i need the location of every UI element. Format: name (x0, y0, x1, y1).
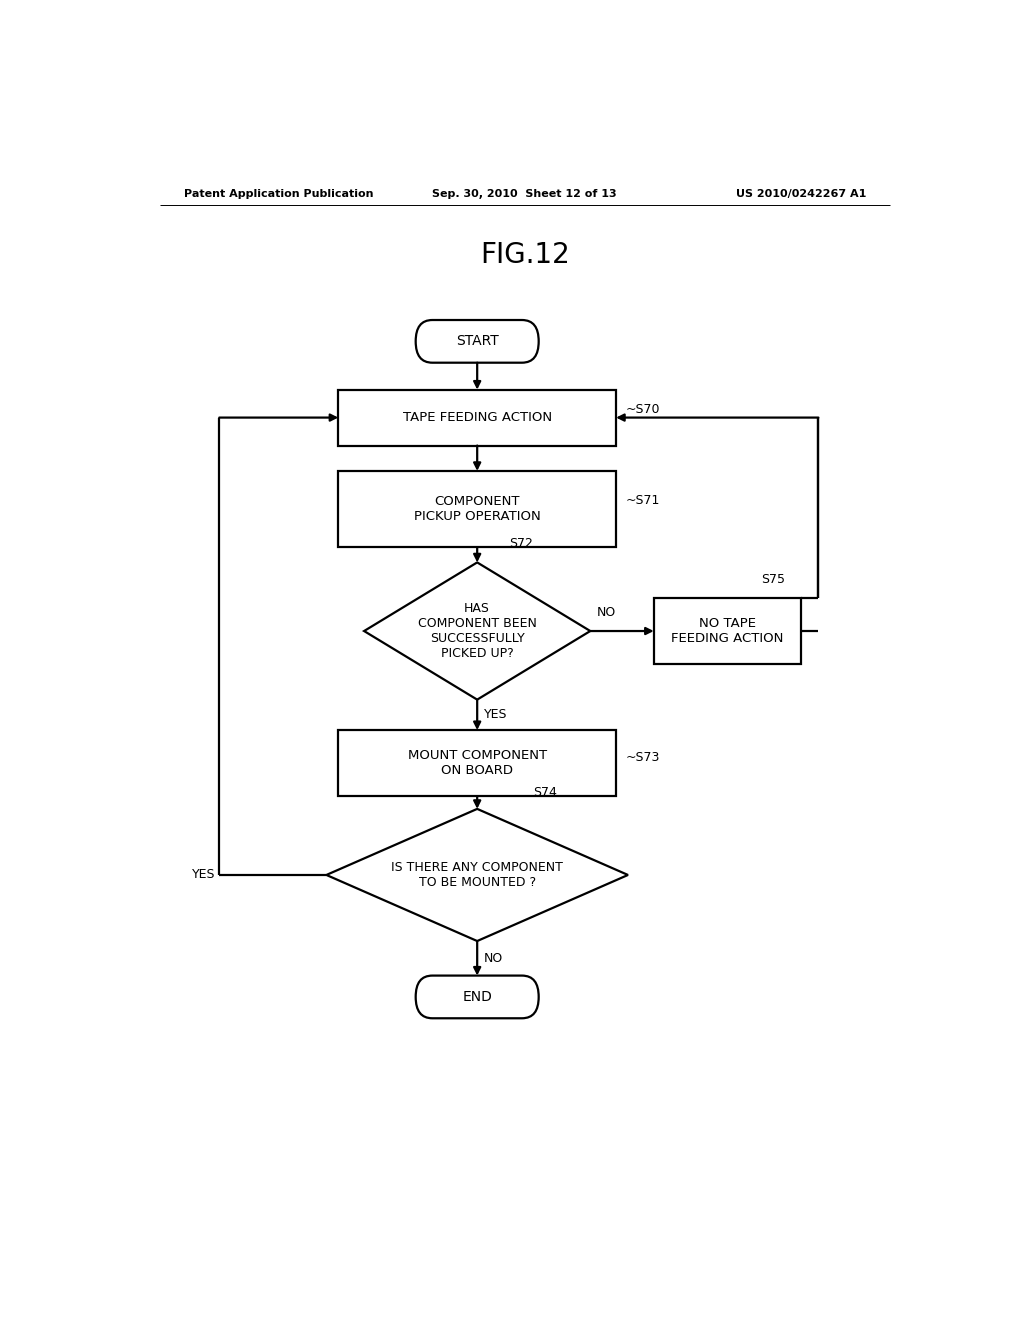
Text: MOUNT COMPONENT
ON BOARD: MOUNT COMPONENT ON BOARD (408, 750, 547, 777)
Text: Patent Application Publication: Patent Application Publication (183, 189, 373, 199)
Text: START: START (456, 334, 499, 348)
Text: YES: YES (191, 869, 215, 882)
Bar (338, 471, 616, 548)
Text: S72: S72 (509, 537, 532, 550)
Text: S75: S75 (761, 573, 784, 586)
Text: Sep. 30, 2010  Sheet 12 of 13: Sep. 30, 2010 Sheet 12 of 13 (432, 189, 617, 199)
Text: FIG.12: FIG.12 (480, 242, 569, 269)
Text: ~S73: ~S73 (626, 751, 659, 763)
Bar (338, 389, 616, 446)
Text: NO TAPE
FEEDING ACTION: NO TAPE FEEDING ACTION (671, 616, 783, 645)
FancyBboxPatch shape (416, 319, 539, 363)
Polygon shape (365, 562, 590, 700)
Text: ~S70: ~S70 (626, 403, 660, 416)
Text: YES: YES (483, 709, 507, 721)
Bar (653, 598, 801, 664)
Polygon shape (327, 809, 628, 941)
Text: NO: NO (597, 606, 615, 619)
Bar (338, 730, 616, 796)
Text: IS THERE ANY COMPONENT
TO BE MOUNTED ?: IS THERE ANY COMPONENT TO BE MOUNTED ? (391, 861, 563, 888)
Text: US 2010/0242267 A1: US 2010/0242267 A1 (735, 189, 866, 199)
Text: NO: NO (483, 952, 503, 965)
Text: ~S71: ~S71 (626, 495, 659, 507)
Text: END: END (462, 990, 493, 1005)
Text: COMPONENT
PICKUP OPERATION: COMPONENT PICKUP OPERATION (414, 495, 541, 523)
Text: S74: S74 (532, 785, 557, 799)
Text: TAPE FEEDING ACTION: TAPE FEEDING ACTION (402, 411, 552, 424)
FancyBboxPatch shape (416, 975, 539, 1018)
Text: HAS
COMPONENT BEEN
SUCCESSFULLY
PICKED UP?: HAS COMPONENT BEEN SUCCESSFULLY PICKED U… (418, 602, 537, 660)
